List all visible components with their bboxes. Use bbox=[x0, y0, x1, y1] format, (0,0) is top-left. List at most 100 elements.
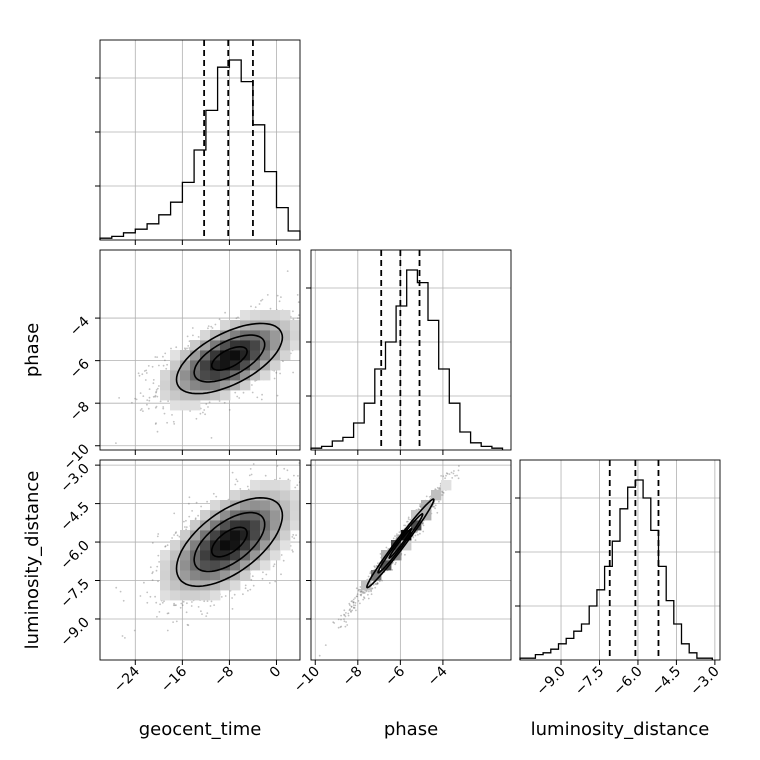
scatter-point bbox=[339, 626, 342, 628]
histogram-step bbox=[99, 59, 301, 240]
scatter-point bbox=[456, 474, 458, 477]
scatter-point bbox=[444, 477, 446, 480]
scatter-point bbox=[205, 615, 208, 617]
x-axis-label-luminosity_distance: luminosity_distance bbox=[531, 719, 710, 740]
scatter-point bbox=[156, 535, 159, 538]
density-cell bbox=[260, 370, 271, 381]
density-cell bbox=[260, 510, 271, 521]
scatter-point bbox=[334, 318, 336, 320]
density-cell bbox=[240, 380, 251, 391]
scatter-point bbox=[175, 604, 177, 607]
scatter-point bbox=[147, 365, 150, 367]
scatter-point bbox=[146, 399, 149, 401]
scatter-point bbox=[442, 475, 445, 478]
scatter-point bbox=[155, 601, 158, 604]
density-cell bbox=[250, 480, 261, 491]
density-cell bbox=[220, 500, 231, 511]
scatter-point bbox=[307, 315, 309, 317]
density-cell bbox=[250, 340, 261, 351]
x-tick-label: −24 bbox=[111, 663, 143, 695]
scatter-point bbox=[155, 569, 158, 572]
x-tick-label: −7.5 bbox=[572, 664, 607, 699]
scatter-point bbox=[441, 490, 443, 493]
scatter-point bbox=[374, 586, 377, 589]
density-cell bbox=[250, 490, 261, 501]
scatter-point bbox=[306, 517, 308, 519]
scatter-point bbox=[359, 588, 362, 591]
panel-geocent_time-geocent_time bbox=[95, 40, 300, 245]
scatter-point bbox=[364, 591, 366, 594]
scatter-point bbox=[385, 546, 388, 549]
x-tick-label: −6.0 bbox=[610, 664, 645, 699]
scatter-point bbox=[344, 615, 347, 618]
scatter-point bbox=[184, 348, 187, 351]
scatter-point bbox=[301, 516, 303, 518]
density-cell bbox=[280, 340, 291, 351]
scatter-point bbox=[272, 565, 275, 568]
scatter-point bbox=[152, 395, 155, 398]
scatter-point bbox=[174, 458, 176, 460]
panel-luminosity_distance-phase bbox=[306, 460, 511, 665]
scatter-point bbox=[276, 294, 279, 297]
scatter-point bbox=[417, 508, 420, 511]
scatter-point bbox=[187, 345, 190, 347]
scatter-point bbox=[197, 514, 200, 517]
scatter-point bbox=[450, 471, 453, 474]
scatter-point bbox=[159, 603, 162, 606]
scatter-point bbox=[143, 581, 145, 584]
scatter-point bbox=[397, 534, 399, 537]
scatter-point bbox=[428, 496, 431, 498]
density-cell bbox=[250, 320, 261, 331]
density-cell bbox=[230, 540, 241, 551]
scatter-point bbox=[158, 611, 161, 613]
scatter-point bbox=[301, 299, 303, 301]
scatter-point bbox=[296, 294, 299, 296]
x-axis-label-geocent_time: geocent_time bbox=[139, 719, 262, 740]
scatter-point bbox=[280, 573, 282, 576]
scatter-point bbox=[307, 321, 309, 323]
scatter-point bbox=[436, 486, 439, 489]
scatter-point bbox=[154, 395, 157, 398]
density-cell bbox=[180, 370, 191, 381]
density-cell bbox=[160, 550, 171, 561]
scatter-point bbox=[115, 442, 117, 444]
density-cell bbox=[190, 380, 201, 391]
scatter-point bbox=[260, 299, 262, 302]
y-tick-label: −4 bbox=[67, 314, 93, 340]
density-cell bbox=[210, 560, 221, 571]
density-cell bbox=[200, 390, 211, 401]
scatter-point bbox=[164, 359, 166, 362]
scatter-point bbox=[149, 595, 152, 598]
scatter-point bbox=[158, 561, 161, 563]
scatter-point bbox=[179, 606, 182, 609]
density-cell bbox=[200, 590, 211, 601]
density-cell bbox=[190, 360, 201, 371]
scatter-point bbox=[337, 618, 340, 621]
density-cell bbox=[210, 390, 221, 401]
scatter-point bbox=[254, 306, 257, 309]
scatter-point bbox=[247, 488, 250, 491]
scatter-point bbox=[362, 592, 365, 594]
scatter-point bbox=[184, 347, 186, 350]
scatter-point bbox=[438, 500, 440, 503]
scatter-point bbox=[167, 612, 170, 615]
scatter-point bbox=[211, 327, 214, 329]
scatter-point bbox=[345, 612, 347, 614]
density-cell bbox=[250, 360, 261, 371]
scatter-point bbox=[419, 503, 422, 506]
scatter-point bbox=[218, 400, 221, 402]
scatter-point bbox=[286, 270, 289, 272]
scatter-point bbox=[180, 602, 183, 605]
y-tick-label: −6.0 bbox=[57, 538, 92, 573]
density-cell bbox=[270, 510, 281, 521]
scatter-point bbox=[205, 403, 208, 405]
scatter-point bbox=[148, 399, 151, 402]
scatter-point bbox=[344, 625, 347, 628]
density-cell bbox=[280, 350, 291, 361]
density-cell bbox=[220, 350, 231, 361]
scatter-point bbox=[256, 396, 259, 399]
scatter-point bbox=[419, 505, 421, 508]
scatter-point bbox=[171, 414, 173, 416]
scatter-point bbox=[258, 303, 261, 305]
density-cell bbox=[200, 340, 211, 351]
